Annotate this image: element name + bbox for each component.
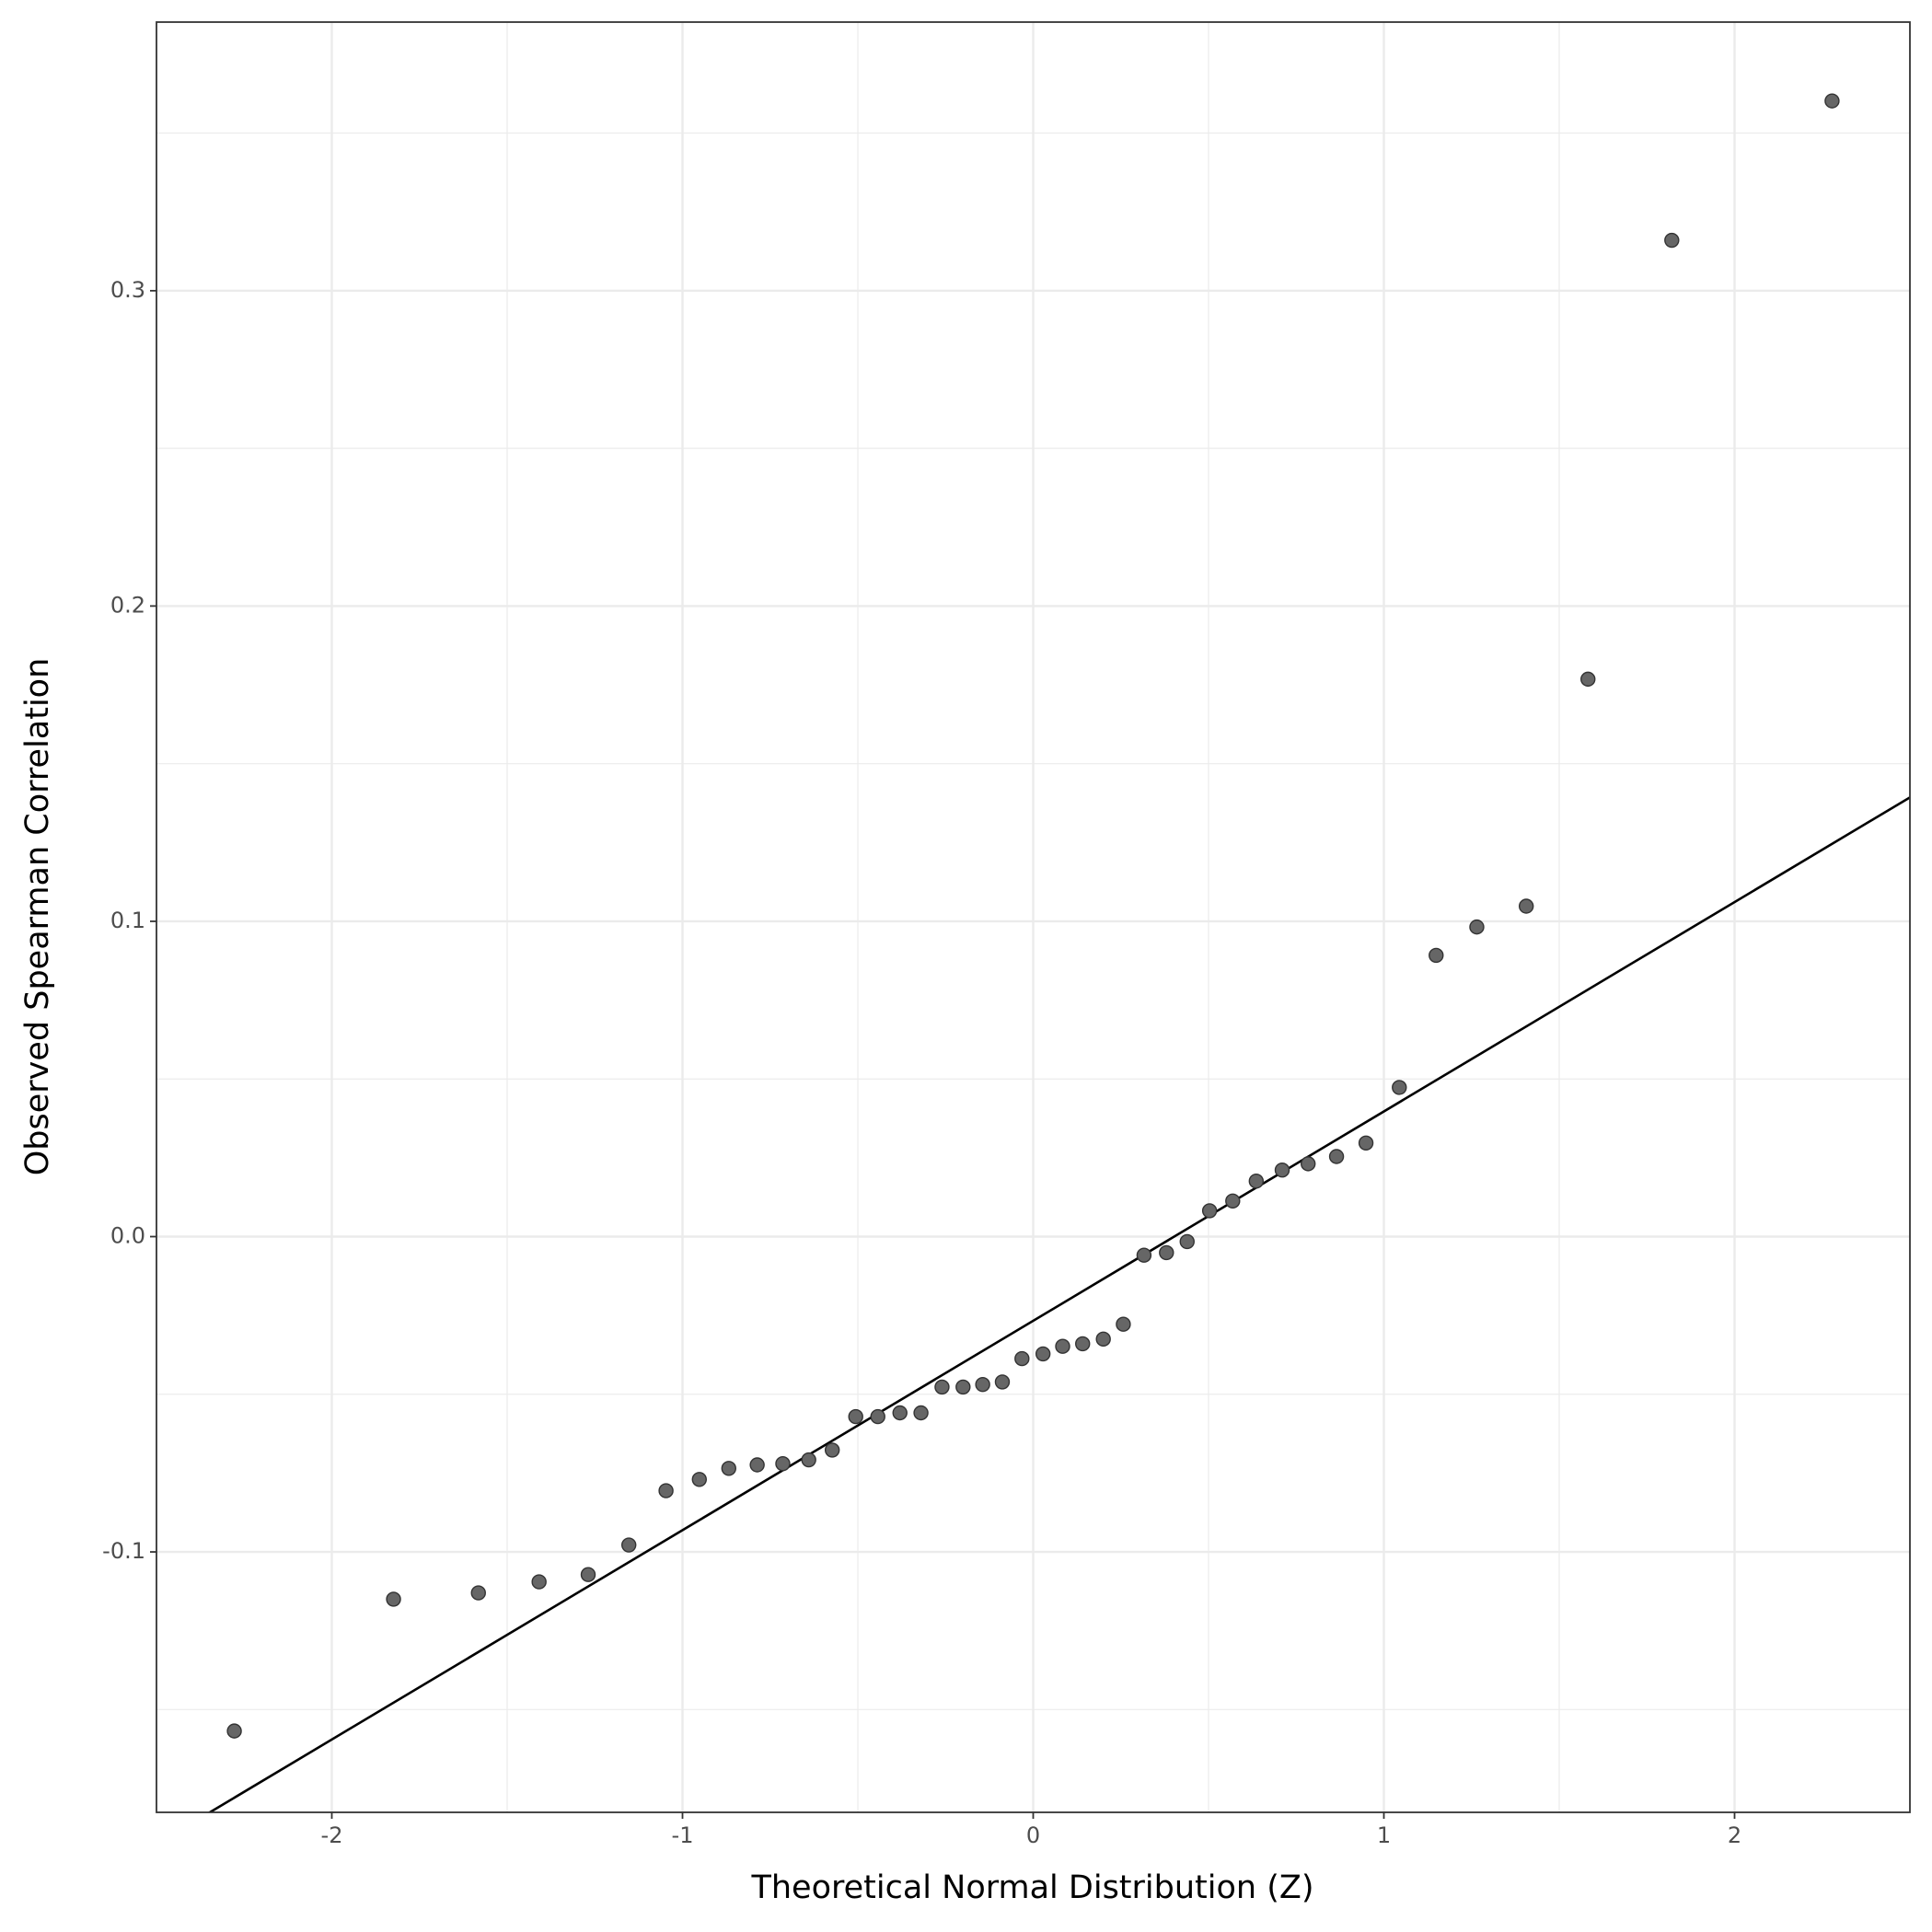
data-point xyxy=(1392,1080,1407,1095)
data-point xyxy=(691,1472,707,1487)
data-point xyxy=(470,1585,486,1601)
reference-line xyxy=(207,796,1910,1812)
x-tick-label: 1 xyxy=(1377,1822,1391,1848)
data-point xyxy=(994,1374,1011,1390)
marks xyxy=(207,93,1910,1812)
y-tick-label: 0.1 xyxy=(110,908,145,933)
data-point xyxy=(580,1567,596,1582)
data-point xyxy=(1116,1316,1131,1332)
data-point xyxy=(1429,947,1444,964)
data-point xyxy=(749,1457,765,1473)
x-tick-label: 0 xyxy=(1026,1822,1040,1848)
data-point xyxy=(1518,898,1534,914)
x-tick-label: -1 xyxy=(672,1822,694,1848)
x-tick-label: 2 xyxy=(1728,1822,1741,1848)
data-point xyxy=(1201,1203,1218,1219)
data-point xyxy=(386,1591,401,1607)
data-point xyxy=(1159,1244,1174,1261)
data-point xyxy=(531,1574,547,1590)
data-point xyxy=(975,1376,990,1393)
data-point xyxy=(1095,1331,1111,1348)
data-point xyxy=(1075,1336,1091,1352)
data-point xyxy=(1274,1163,1290,1178)
data-point xyxy=(721,1461,736,1476)
y-axis-title: Observed Spearman Correlation xyxy=(19,658,56,1176)
grid xyxy=(156,22,1910,1812)
data-point xyxy=(848,1408,863,1425)
data-point xyxy=(870,1408,885,1425)
x-axis-title: Theoretical Normal Distribution (Z) xyxy=(750,1869,1313,1906)
data-point xyxy=(1179,1233,1195,1250)
ticks: -2 -1 0 1 2 -0.1 0.0 0.1 0.2 0.3 xyxy=(102,277,1741,1848)
data-point xyxy=(658,1483,674,1498)
data-point xyxy=(955,1379,971,1395)
data-point xyxy=(1248,1174,1265,1189)
data-point xyxy=(1824,93,1840,109)
data-point xyxy=(801,1452,816,1468)
data-point xyxy=(1055,1338,1070,1354)
data-point xyxy=(934,1379,950,1395)
data-point xyxy=(1035,1346,1051,1362)
data-point xyxy=(1014,1350,1030,1367)
data-point xyxy=(1225,1193,1241,1209)
data-point xyxy=(1664,232,1680,249)
y-tick-label: 0.3 xyxy=(110,277,145,303)
data-point xyxy=(1301,1156,1316,1172)
data-point xyxy=(892,1405,908,1421)
data-point xyxy=(824,1442,840,1458)
data-point xyxy=(226,1723,242,1739)
data-point xyxy=(913,1405,929,1421)
data-point xyxy=(1469,919,1485,935)
x-tick-label: -2 xyxy=(321,1822,343,1848)
data-point xyxy=(1358,1135,1374,1151)
y-tick-label: -0.1 xyxy=(102,1538,145,1564)
data-point xyxy=(1328,1149,1345,1164)
data-point xyxy=(1136,1247,1152,1263)
data-point xyxy=(775,1455,791,1472)
data-point xyxy=(621,1537,637,1553)
y-tick-label: 0.0 xyxy=(110,1223,145,1249)
y-tick-label: 0.2 xyxy=(110,592,145,618)
data-point xyxy=(1580,671,1596,688)
